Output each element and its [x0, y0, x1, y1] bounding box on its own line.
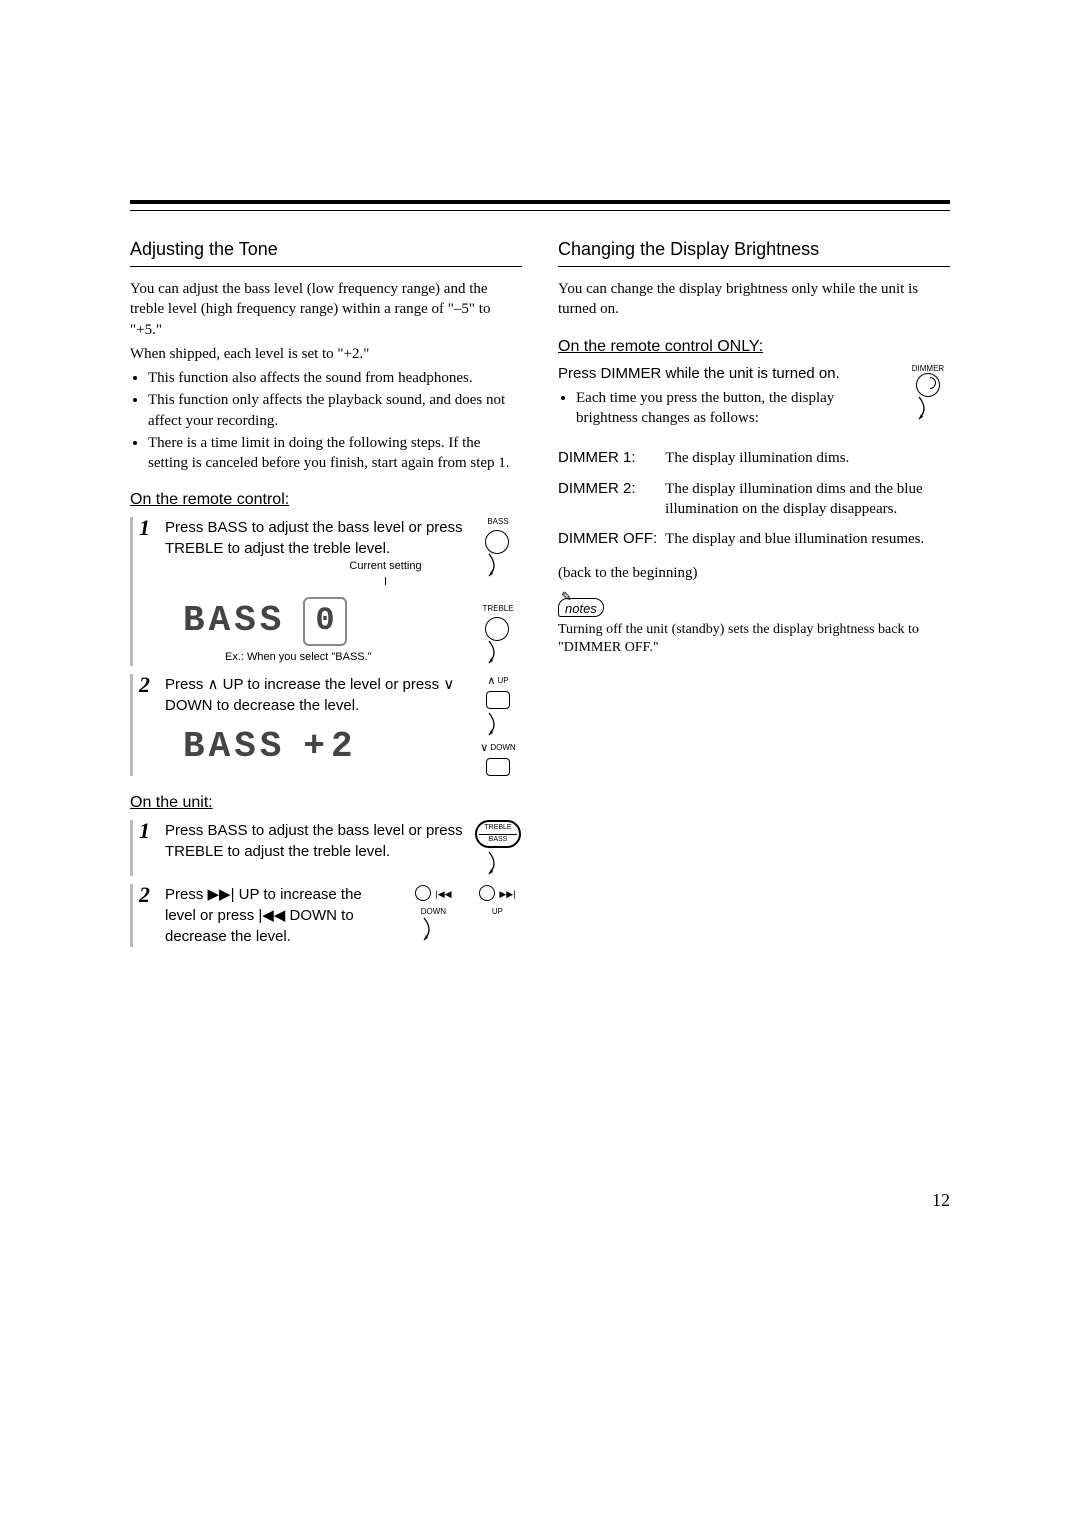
step-icons: TREBLE BASS — [474, 820, 522, 876]
note-item: This function only affects the playback … — [148, 390, 522, 431]
lcd-text: BASS — [183, 722, 285, 772]
press-arrow-icon — [485, 552, 511, 578]
press-arrow-icon — [915, 395, 941, 421]
lcd-text: BASS — [183, 596, 285, 646]
press-arrow-icon — [420, 916, 446, 942]
note-item: There is a time limit in doing the follo… — [148, 433, 522, 474]
bass-button-icon — [485, 530, 511, 578]
step-icons: BASS TREBLE — [474, 517, 522, 666]
lcd-display: BASS 0 — [183, 596, 466, 646]
note-item: This function also affects the sound fro… — [148, 368, 522, 388]
treble-bass-button-icon: TREBLE BASS — [475, 820, 521, 848]
sub-list: Each time you press the button, the disp… — [558, 388, 896, 429]
lcd-value: +2 — [303, 722, 358, 772]
intro-text: When shipped, each level is set to "+2." — [130, 344, 522, 364]
press-arrow-icon — [485, 711, 511, 737]
step: 2 Press ▶▶| UP to increase the level or … — [130, 884, 522, 947]
back-note: (back to the beginning) — [558, 563, 950, 583]
step-body: Press BASS to adjust the bass level or p… — [165, 517, 466, 666]
section-title: Changing the Display Brightness — [558, 239, 950, 260]
treble-button-icon — [485, 617, 511, 665]
table-row: DIMMER 2: The display illumination dims … — [558, 475, 950, 526]
table-row: DIMMER 1: The display illumination dims. — [558, 444, 950, 474]
remote-only-heading: On the remote control ONLY: — [558, 338, 950, 356]
manual-page: Adjusting the Tone You can adjust the ba… — [0, 0, 1080, 1531]
up-button-icon: ∧UP — [487, 674, 508, 687]
dimmer-states-table: DIMMER 1: The display illumination dims.… — [558, 444, 950, 555]
step-body: Press ∧ UP to increase the level or pres… — [165, 674, 466, 776]
page-number: 12 — [932, 1190, 950, 1211]
step-text: Press BASS to adjust the bass level or p… — [165, 519, 463, 557]
state-value: The display and blue illumination resume… — [665, 525, 950, 555]
up-knob-icon: ▶▶| UP — [473, 884, 522, 918]
example-label: Ex.: When you select "BASS." — [225, 650, 466, 665]
notes-icon: notes — [558, 598, 604, 617]
remote-heading: On the remote control: — [130, 491, 522, 509]
step-number: 1 — [139, 820, 157, 876]
two-column-layout: Adjusting the Tone You can adjust the ba… — [130, 239, 950, 955]
state-value: The display illumination dims. — [665, 444, 950, 474]
section-title: Adjusting the Tone — [130, 239, 522, 260]
sub-item: Each time you press the button, the disp… — [576, 388, 896, 429]
lcd-caption: Current setting — [305, 559, 466, 590]
step-text: Press BASS to adjust the bass level or p… — [165, 820, 466, 876]
step: 1 Press BASS to adjust the bass level or… — [130, 517, 522, 666]
press-arrow-icon — [485, 639, 511, 665]
press-instruction: Press DIMMER while the unit is turned on… — [558, 364, 896, 384]
button-label: BASS — [487, 517, 508, 526]
intro-text: You can change the display brightness on… — [558, 279, 950, 320]
dimmer-button-icon — [916, 373, 940, 397]
state-key: DIMMER OFF: — [558, 525, 665, 555]
top-rule — [130, 200, 950, 211]
down-knob-icon: |◀◀ DOWN — [402, 884, 465, 942]
up-chevron-icon: ∧ — [208, 676, 219, 693]
button-label: DIMMER — [906, 364, 950, 373]
section-rule — [130, 266, 522, 267]
lcd-display: BASS +2 — [183, 722, 466, 772]
step-icons: ∧UP ∨DOWN — [474, 674, 522, 776]
lcd-value: 0 — [303, 597, 346, 646]
step-number: 2 — [139, 884, 157, 947]
down-chevron-icon: ∨ — [443, 676, 454, 693]
left-column: Adjusting the Tone You can adjust the ba… — [130, 239, 522, 955]
right-column: Changing the Display Brightness You can … — [558, 239, 950, 955]
step: 2 Press ∧ UP to increase the level or pr… — [130, 674, 522, 776]
footnote: Turning off the unit (standby) sets the … — [558, 621, 950, 659]
table-row: DIMMER OFF: The display and blue illumin… — [558, 525, 950, 555]
step-text: Press ▶▶| UP to increase the level or pr… — [165, 884, 394, 947]
step-number: 1 — [139, 517, 157, 666]
dimmer-row: Press DIMMER while the unit is turned on… — [558, 364, 950, 437]
state-key: DIMMER 2: — [558, 475, 665, 526]
state-key: DIMMER 1: — [558, 444, 665, 474]
button-label: TREBLE — [482, 604, 513, 613]
step-number: 2 — [139, 674, 157, 776]
unit-heading: On the unit: — [130, 794, 522, 812]
state-value: The display illumination dims and the bl… — [665, 475, 950, 526]
down-button-icon: ∨DOWN — [480, 741, 515, 754]
step-text: Press ∧ UP to increase the level or pres… — [165, 676, 454, 714]
notes-list: This function also affects the sound fro… — [130, 368, 522, 473]
section-rule — [558, 266, 950, 267]
dimmer-icon-block: DIMMER — [906, 364, 950, 421]
press-arrow-icon — [485, 850, 511, 876]
intro-text: You can adjust the bass level (low frequ… — [130, 279, 522, 340]
step: 1 Press BASS to adjust the bass level or… — [130, 820, 522, 876]
step-icons: |◀◀ DOWN ▶▶| UP — [402, 884, 522, 947]
